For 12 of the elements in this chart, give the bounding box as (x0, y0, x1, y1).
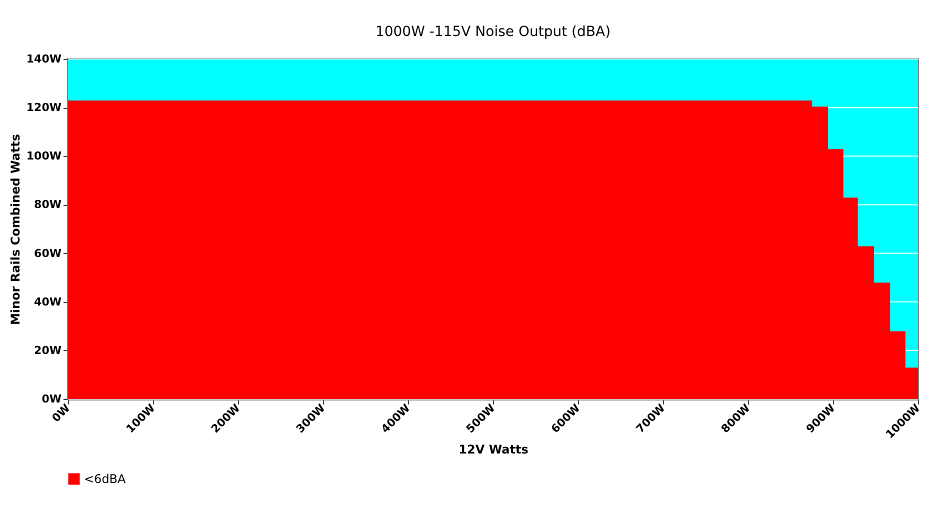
x-axis-title: 12V Watts (458, 442, 528, 456)
y-axis-title: Minor Rails Combined Watts (8, 134, 22, 326)
y-tick-label: 80W (34, 198, 62, 212)
y-tick-label: 20W (34, 344, 62, 357)
y-tick-label: 0W (42, 392, 62, 406)
y-tick-label: 40W (34, 295, 62, 308)
y-tick-label: 120W (26, 101, 62, 114)
y-tick-label: 100W (26, 150, 62, 163)
y-tick-label: 140W (26, 52, 62, 66)
legend-label: <6dBA (84, 472, 127, 486)
chart-title: 1000W -115V Noise Output (dBA) (375, 24, 611, 40)
y-tick-label: 60W (34, 246, 62, 260)
